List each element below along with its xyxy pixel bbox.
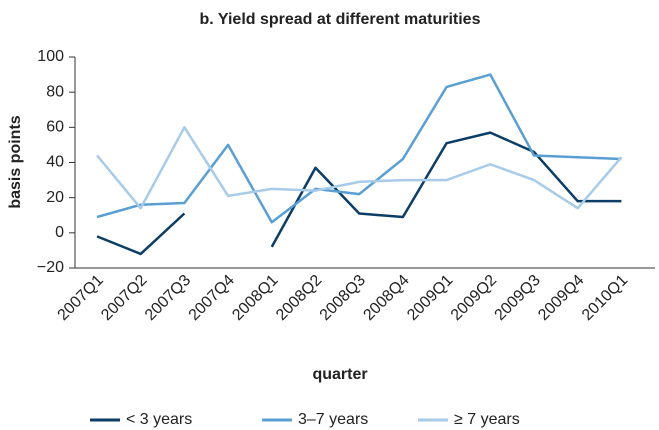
- x-tick-label: 2010Q1: [579, 272, 631, 324]
- x-tick-label: 2009Q2: [448, 272, 500, 324]
- x-tick-label: 2009Q3: [492, 272, 544, 324]
- legend-label: < 3 years: [126, 411, 192, 428]
- series-line: [96, 73, 622, 224]
- x-tick-label: 2008Q3: [317, 272, 369, 324]
- x-tick-label: 2008Q4: [360, 272, 412, 324]
- x-tick-label: 2009Q1: [404, 272, 456, 324]
- x-tick-label: 2008Q2: [273, 272, 325, 324]
- y-tick-label: 60: [46, 119, 64, 136]
- x-tick-label: 2007Q1: [55, 272, 107, 324]
- y-tick-label: 100: [37, 48, 64, 65]
- x-tick-label: 2009Q4: [535, 272, 587, 324]
- x-tick-label: 2007Q2: [98, 272, 150, 324]
- x-tick-label: 2007Q4: [186, 272, 238, 324]
- series-line: [96, 126, 623, 210]
- chart-title: b. Yield spread at different maturities: [200, 11, 481, 28]
- y-tick-label: 0: [55, 224, 64, 241]
- y-axis-title: basis points: [7, 115, 24, 208]
- x-tick-label: 2007Q3: [142, 272, 194, 324]
- x-axis-title: quarter: [312, 366, 367, 383]
- y-tick-label: 20: [46, 189, 64, 206]
- y-tick-label: 80: [46, 83, 64, 100]
- x-tick-label: 2008Q1: [229, 272, 281, 324]
- legend-label: 3–7 years: [298, 411, 368, 428]
- y-tick-label: −20: [37, 259, 64, 276]
- y-tick-label: 40: [46, 154, 64, 171]
- series-line: [96, 131, 622, 256]
- legend-label: ≥ 7 years: [454, 411, 520, 428]
